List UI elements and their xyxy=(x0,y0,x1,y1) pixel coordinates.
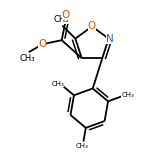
Text: CH₃: CH₃ xyxy=(54,15,69,24)
Text: CH₃: CH₃ xyxy=(76,143,89,149)
Text: CH₃: CH₃ xyxy=(52,81,64,87)
Text: CH₃: CH₃ xyxy=(121,92,134,98)
Text: O: O xyxy=(88,21,96,31)
Text: O: O xyxy=(38,39,46,49)
Text: CH₃: CH₃ xyxy=(20,54,35,63)
Text: O: O xyxy=(62,10,70,20)
Text: N: N xyxy=(106,34,114,44)
